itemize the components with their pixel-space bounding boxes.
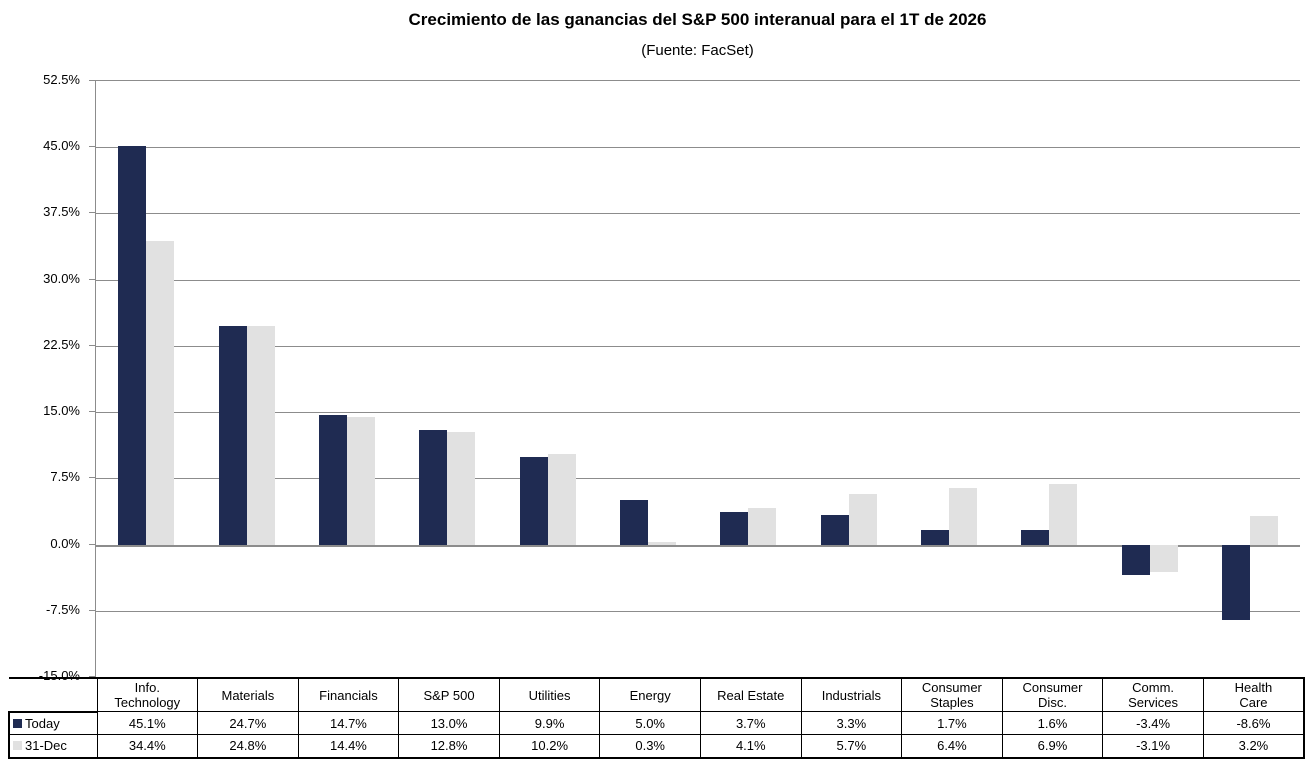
- y-tick-mark: [89, 212, 95, 214]
- zero-gridline: [96, 544, 1300, 547]
- table-value-cell: 14.7%: [297, 711, 400, 735]
- table-value-cell: 3.7%: [699, 711, 802, 735]
- y-tick-label: 22.5%: [43, 336, 80, 352]
- bar-31-dec-11: [1249, 516, 1278, 545]
- table-header-cell: Financials: [297, 677, 400, 712]
- y-tick-label: 15.0%: [43, 403, 80, 419]
- table-header-cell: Info. Technology: [96, 677, 199, 712]
- bar-31-dec-9: [1049, 483, 1078, 545]
- table-value-cell: 12.8%: [398, 734, 500, 759]
- y-tick-mark: [89, 676, 95, 677]
- bar-today-1: [218, 326, 247, 545]
- legend-cell: Today: [8, 710, 98, 735]
- y-tick-label: 45.0%: [43, 138, 80, 154]
- bar-today-7: [820, 515, 849, 545]
- table-value-cell: 34.4%: [96, 734, 199, 759]
- bar-31-dec-4: [547, 454, 576, 545]
- bar-today-11: [1221, 544, 1250, 621]
- table-header-cell: Health Care: [1202, 677, 1305, 712]
- y-tick-label: -7.5%: [46, 601, 80, 617]
- plot-area: [95, 80, 1300, 677]
- data-table: Info. Technology Materials Financials S&P 5…: [8, 677, 1305, 759]
- bar-31-dec-0: [146, 240, 175, 545]
- bar-today-3: [419, 429, 448, 545]
- y-tick-mark: [89, 344, 95, 346]
- legend-label: Today: [25, 715, 60, 731]
- y-tick-label: 30.0%: [43, 270, 80, 286]
- table-value-cell: -3.4%: [1102, 711, 1204, 735]
- table-value-cell: 13.0%: [398, 711, 500, 735]
- table-header-cell: Consumer Staples: [901, 677, 1003, 712]
- bar-31-dec-8: [948, 488, 977, 545]
- table-value-cell: 45.1%: [96, 711, 199, 735]
- gridline: [96, 213, 1300, 215]
- table-value-cell: 24.8%: [197, 734, 299, 759]
- table-value-cell: 5.0%: [599, 711, 701, 735]
- table-value-cell: -8.6%: [1202, 711, 1305, 735]
- legend-swatch-31-dec: [13, 741, 22, 751]
- table-value-cell: 4.1%: [699, 734, 802, 759]
- bar-31-dec-2: [346, 417, 375, 545]
- table-header-cell: Materials: [197, 677, 299, 712]
- bar-today-5: [619, 500, 648, 545]
- bar-31-dec-5: [647, 541, 676, 545]
- gridline: [96, 147, 1300, 149]
- table-value-cell: 14.4%: [297, 734, 400, 759]
- chart-title: Crecimiento de las ganancias del S&P 500…: [408, 10, 987, 29]
- table-header-cell: Comm. Services: [1102, 677, 1204, 712]
- table-header-cell: Consumer Disc.: [1001, 677, 1104, 712]
- bar-31-dec-7: [848, 494, 877, 545]
- y-tick-label: 7.5%: [50, 469, 80, 485]
- y-tick-label: 52.5%: [43, 72, 80, 87]
- table-header-cell: Energy: [599, 677, 701, 712]
- table-value-cell: 1.6%: [1001, 711, 1104, 735]
- y-tick-mark: [89, 411, 95, 413]
- table-value-cell: 9.9%: [498, 711, 601, 735]
- bar-today-8: [920, 529, 949, 545]
- table-header-cell: Utilities: [498, 677, 601, 712]
- bar-31-dec-6: [748, 508, 777, 545]
- bar-today-6: [720, 511, 749, 545]
- table-value-cell: 6.4%: [901, 734, 1003, 759]
- gridline: [96, 478, 1300, 480]
- table-value-cell: 6.9%: [1001, 734, 1104, 759]
- table-value-cell: -3.1%: [1102, 734, 1204, 759]
- gridline: [96, 279, 1300, 281]
- table-header-cell: Real Estate: [699, 677, 802, 712]
- table-value-cell: 1.7%: [901, 711, 1003, 735]
- y-tick-mark: [89, 278, 95, 280]
- y-tick-label: 37.5%: [43, 204, 80, 220]
- bar-31-dec-10: [1149, 544, 1178, 572]
- table-header-cell: S&P 500: [398, 677, 500, 712]
- table-value-cell: 5.7%: [800, 734, 903, 759]
- bar-31-dec-1: [246, 325, 275, 545]
- y-tick-mark: [89, 80, 95, 81]
- bar-today-9: [1021, 530, 1050, 545]
- chart-subtitle: (Fuente: FacSet): [641, 42, 754, 59]
- table-value-cell: 3.3%: [800, 711, 903, 735]
- bar-31-dec-3: [447, 431, 476, 545]
- bar-today-4: [519, 457, 548, 545]
- table-corner-empty: [9, 677, 97, 712]
- table-value-cell: 0.3%: [599, 734, 701, 759]
- y-tick-label: 0.0%: [50, 535, 80, 551]
- legend-label: 31-Dec: [25, 738, 67, 754]
- y-tick-mark: [89, 609, 95, 611]
- table-value-cell: 3.2%: [1202, 734, 1305, 759]
- gridline: [96, 345, 1300, 347]
- legend-cell: 31-Dec: [8, 734, 98, 759]
- legend-swatch-today: [13, 718, 22, 728]
- table-header-cell: Industrials: [800, 677, 903, 712]
- bar-today-10: [1121, 544, 1150, 575]
- y-tick-mark: [89, 543, 95, 545]
- bar-today-0: [118, 146, 147, 545]
- y-tick-mark: [89, 146, 95, 148]
- gridline: [96, 412, 1300, 414]
- bar-today-2: [318, 414, 347, 545]
- table-value-cell: 24.7%: [197, 711, 299, 735]
- y-tick-mark: [89, 477, 95, 479]
- table-value-cell: 10.2%: [498, 734, 601, 759]
- gridline: [96, 610, 1300, 612]
